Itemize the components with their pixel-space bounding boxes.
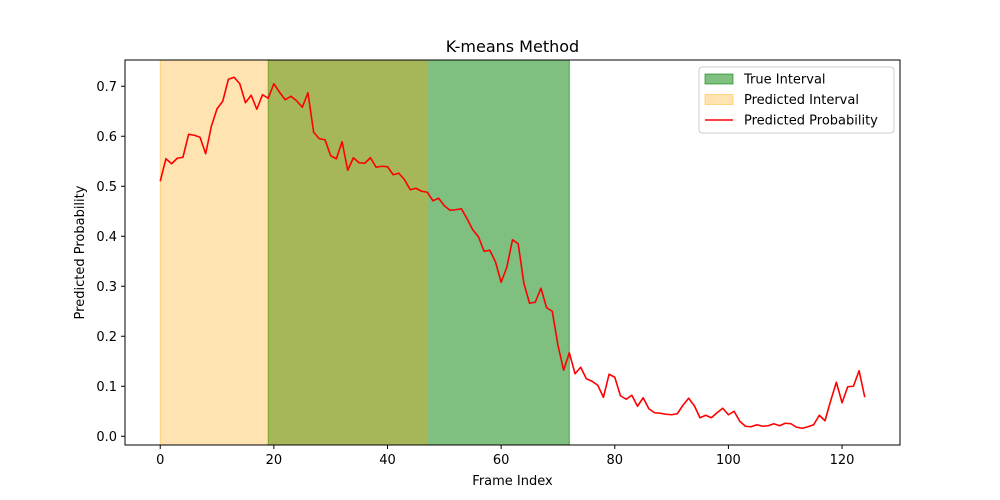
y-tick-label-3: 0.3	[96, 280, 117, 295]
legend: True Interval Predicted Interval Predicted…	[698, 66, 895, 134]
plot-area-frame	[124, 59, 901, 446]
x-tick-label-1: 20	[266, 453, 283, 468]
x-axis-label: Frame Index	[472, 474, 553, 489]
x-tick-label-2: 40	[379, 453, 396, 468]
chart-title: K-means Method	[446, 37, 579, 56]
legend-swatch-1	[704, 94, 734, 105]
y-tick-label-2: 0.2	[96, 330, 117, 345]
interval-span-1	[159, 59, 428, 446]
legend-label-2: Predicted Probability	[744, 114, 878, 129]
x-tick-label-5: 100	[716, 453, 741, 468]
interval-spans	[159, 59, 570, 446]
y-axis-label: Predicted Probability	[73, 185, 88, 319]
x-tick-label-4: 80	[606, 453, 623, 468]
legend-swatch-0	[704, 73, 734, 85]
x-tick-label-6: 120	[830, 453, 855, 468]
y-tick-label-1: 0.1	[96, 380, 117, 395]
y-tick-label-6: 0.6	[96, 130, 117, 145]
series-lines	[159, 76, 866, 430]
y-axis-ticks: 0.0 0.1 0.2 0.3 0.4 0.5 0.6 0.7	[96, 80, 125, 445]
legend-label-0: True Interval	[743, 73, 826, 88]
x-axis-ticks: 0 20 40 60 80 100 120	[156, 445, 854, 468]
x-tick-label-3: 60	[493, 453, 510, 468]
series-line-0	[159, 76, 866, 430]
legend-box	[698, 66, 895, 134]
x-tick-label-0: 0	[156, 453, 164, 468]
y-tick-label-5: 0.5	[96, 180, 117, 195]
y-tick-label-0: 0.0	[96, 430, 117, 445]
y-tick-label-4: 0.4	[96, 230, 117, 245]
legend-label-1: Predicted Interval	[744, 93, 859, 108]
y-tick-label-7: 0.7	[96, 80, 117, 95]
